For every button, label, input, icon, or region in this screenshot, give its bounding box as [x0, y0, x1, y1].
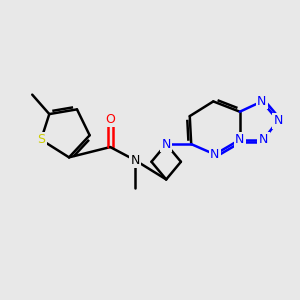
Text: N: N	[259, 133, 268, 146]
Text: S: S	[37, 133, 45, 146]
Text: N: N	[161, 138, 171, 151]
Text: N: N	[273, 114, 283, 127]
Text: N: N	[210, 148, 220, 161]
Text: N: N	[257, 95, 267, 108]
Text: N: N	[235, 133, 244, 146]
Text: N: N	[130, 154, 140, 167]
Text: O: O	[105, 112, 115, 126]
